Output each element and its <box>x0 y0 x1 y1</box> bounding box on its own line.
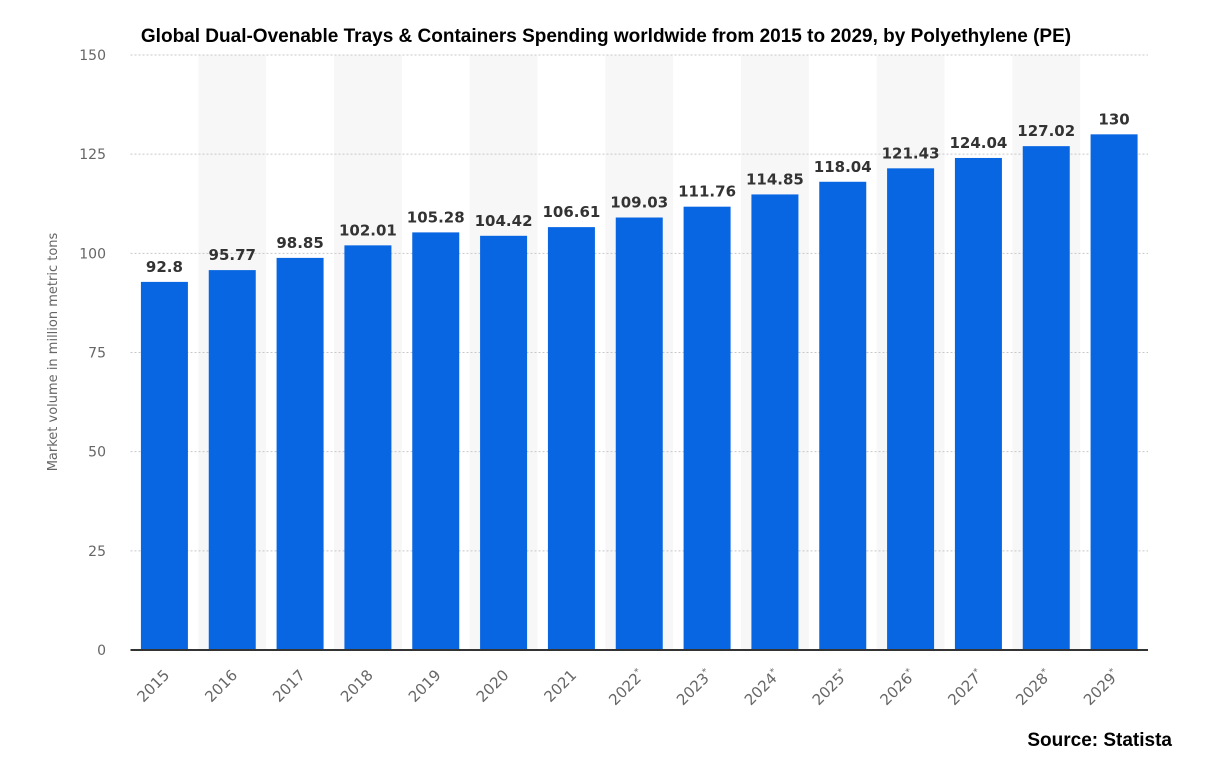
data-label: 114.85 <box>746 170 804 188</box>
x-tick-label: 2015 <box>134 666 174 706</box>
bar <box>1022 146 1070 651</box>
y-tick-label: 150 <box>79 48 106 64</box>
source-note: Source: Statista <box>1027 730 1172 751</box>
x-tick-label: 2026* <box>876 666 919 709</box>
x-tick-label: 2024* <box>741 666 784 709</box>
data-label: 105.28 <box>407 208 465 226</box>
data-label: 111.76 <box>678 183 736 201</box>
x-tick-label: 2020 <box>473 666 513 706</box>
data-label: 102.01 <box>339 221 397 239</box>
data-label: 130 <box>1098 110 1129 128</box>
bar <box>819 181 867 651</box>
y-axis-label: Market volume in million metric tons <box>46 232 61 471</box>
bar <box>208 270 256 650</box>
data-label: 95.77 <box>209 246 256 264</box>
bar <box>887 168 935 650</box>
bar <box>1090 134 1138 651</box>
x-tick-label: 2017 <box>269 666 309 706</box>
y-tick-label: 100 <box>79 246 106 262</box>
data-label: 98.85 <box>276 234 323 252</box>
x-tick-label: 2027* <box>944 666 987 709</box>
x-tick-label: 2016 <box>201 666 241 706</box>
x-tick-label: 2019 <box>405 666 445 706</box>
bar <box>615 217 663 650</box>
bar <box>344 245 392 650</box>
x-tick-label: 2021 <box>541 666 581 706</box>
data-label: 127.02 <box>1017 122 1075 140</box>
x-tick-label: 2022* <box>605 666 648 709</box>
data-label: 109.03 <box>610 194 668 212</box>
bar <box>140 281 188 650</box>
data-label: 92.8 <box>146 258 183 276</box>
x-tick-label: 2029* <box>1080 666 1123 709</box>
y-tick-label: 0 <box>97 643 106 659</box>
y-tick-label: 125 <box>79 147 106 163</box>
data-label: 106.61 <box>542 203 600 221</box>
x-tick-label: 2018 <box>337 666 377 706</box>
x-tick-label: 2028* <box>1012 666 1055 709</box>
chart-title: Global Dual-Ovenable Trays & Containers … <box>140 26 1072 47</box>
bar <box>954 157 1002 650</box>
x-tick-label: 2023* <box>673 666 716 709</box>
data-label: 124.04 <box>949 134 1007 152</box>
data-label: 104.42 <box>475 212 533 230</box>
y-tick-label: 50 <box>88 445 106 461</box>
x-tick-label: 2025* <box>809 666 852 709</box>
y-tick-label: 75 <box>88 346 106 362</box>
bar <box>276 257 324 650</box>
bar <box>751 194 799 650</box>
data-label: 118.04 <box>814 158 872 176</box>
data-label: 121.43 <box>882 144 940 162</box>
bar <box>683 206 731 650</box>
bar <box>547 227 595 651</box>
y-tick-label: 25 <box>88 544 106 560</box>
bar <box>412 232 460 650</box>
bar <box>480 235 528 650</box>
